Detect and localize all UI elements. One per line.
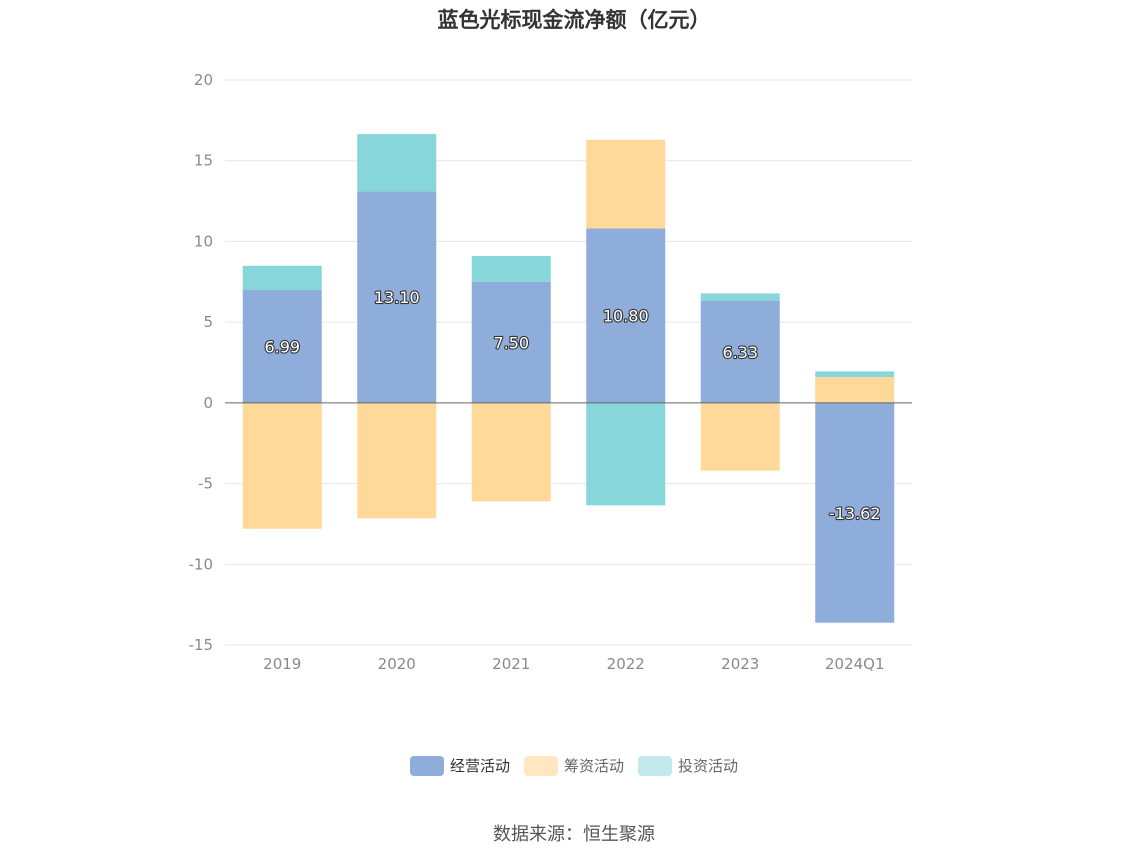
bar-chart: 20 15 10 5 0 -5 -10 -15 2019 2020 2021 2022 2023 2024… [189, 71, 912, 673]
y-tick-label: 5 [203, 313, 213, 331]
legend-item-investing[interactable]: 投资活动 [638, 755, 738, 776]
legend-label-operating: 经营活动 [449, 757, 510, 775]
bar-2020-投资活动 [357, 134, 437, 192]
bar-2023-筹资活动 [700, 402, 780, 471]
bar-2021-投资活动 [471, 255, 551, 282]
bar-2023-经营活动 [700, 300, 780, 403]
y-tick-label: 10 [194, 232, 213, 250]
y-tick-label: 20 [194, 71, 213, 89]
bar-2024Q1-筹资活动 [815, 377, 895, 403]
legend-label-investing: 投资活动 [678, 757, 739, 775]
bar-2024Q1-经营活动 [815, 402, 895, 623]
legend-swatch-operating [409, 755, 444, 776]
data-label: 10.80 [603, 307, 649, 326]
x-tick-label: 2023 [721, 655, 759, 673]
legend-swatch-investing [638, 755, 672, 776]
bar-2020-筹资活动 [357, 402, 437, 519]
bar-2022-经营活动 [586, 228, 666, 403]
x-tick-label: 2022 [607, 655, 645, 673]
bar-2021-经营活动 [471, 281, 551, 403]
data-label: 13.10 [374, 288, 420, 307]
bar-2023-投资活动 [700, 293, 780, 301]
legend-item-operating[interactable]: 经营活动 [409, 755, 510, 776]
data-label: -13.62 [829, 504, 881, 523]
legend: 经营活动 筹资活动 投资活动 [0, 755, 1148, 776]
x-tick-label: 2020 [378, 655, 416, 673]
x-tick-label: 2019 [263, 655, 301, 673]
y-tick-label: 0 [203, 394, 213, 412]
legend-item-financing[interactable]: 筹资活动 [523, 755, 624, 776]
bar-2024Q1-投资活动 [815, 371, 895, 378]
bar-2020-经营活动 [357, 191, 437, 403]
legend-label-financing: 筹资活动 [563, 757, 624, 775]
bar-2021-筹资活动 [471, 402, 551, 502]
data-source: 数据来源：恒生聚源 [493, 824, 655, 845]
bar-2022-投资活动 [586, 402, 666, 506]
y-tick-label: 15 [194, 152, 213, 170]
x-tick-label: 2021 [492, 655, 530, 673]
legend-swatch-financing [523, 755, 558, 776]
bar-2019-筹资活动 [242, 402, 322, 529]
data-label: 6.33 [722, 343, 758, 362]
y-tick-label: -5 [198, 475, 213, 493]
x-tick-label: 2024Q1 [825, 655, 885, 673]
bar-2022-筹资活动 [586, 139, 666, 229]
data-label: 7.50 [493, 333, 529, 352]
data-label: 6.99 [264, 337, 300, 356]
y-tick-label: -15 [189, 636, 214, 654]
y-tick-label: -10 [189, 555, 214, 573]
bar-2019-投资活动 [242, 265, 322, 291]
bar-2019-经营活动 [242, 290, 322, 403]
chart-title: 蓝色光标现金流净额（亿元） [437, 8, 711, 32]
